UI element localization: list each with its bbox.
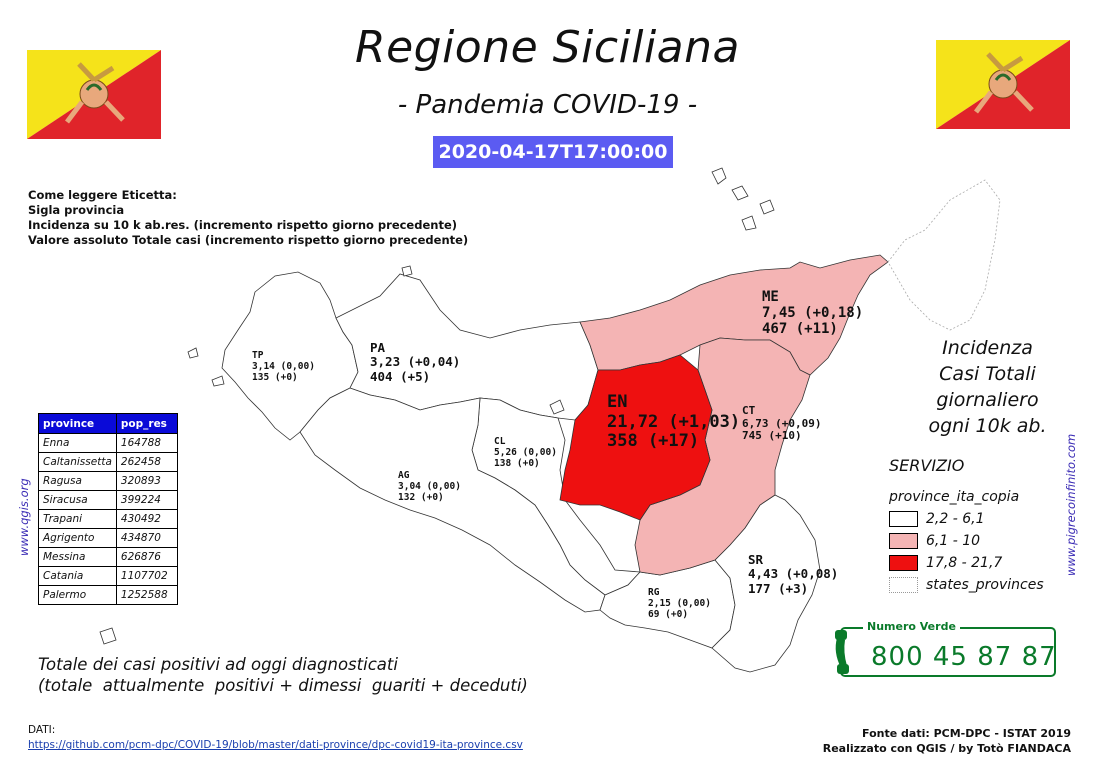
dati-link[interactable]: https://github.com/pcm-dpc/COVID-19/blob… [28, 739, 523, 751]
reading-guide-line: Sigla provincia [28, 203, 125, 217]
egadi-island [549, 399, 565, 415]
numero-verde-number: 800 45 87 87 [871, 642, 1057, 672]
label-cl: CL 5,26 (0,00) 138 (+0) [494, 436, 557, 469]
province-ag [299, 387, 606, 613]
qgis-credit-text: www.qgis.org [17, 478, 31, 556]
legend-service-title: SERVIZIO [889, 456, 965, 475]
table-row: Agrigento 434870 [38, 528, 178, 548]
reading-guide: Come leggere Eticetta: Sigla provincia I… [28, 188, 468, 248]
egadi-island [211, 375, 225, 387]
incidence-legend-title: Incidenza Casi Totali giornaliero ogni 1… [928, 337, 1047, 437]
date-badge: 2020-04-17T17:00:00 [433, 136, 673, 168]
legend-swatch [889, 577, 918, 593]
reading-guide-line: Incidenza su 10 k ab.res. (incremento ri… [28, 218, 458, 232]
table-row: Catania 1107702 [38, 566, 178, 586]
qgis-credit[interactable]: www.qgis.org [14, 460, 34, 560]
table-row: Messina 626876 [38, 547, 178, 567]
fonte-credits: Fonte dati: PCM-DPC - ISTAT 2019 Realizz… [822, 727, 1071, 755]
map-legend: province_ita_copia 2,2 - 6,1 6,1 - 10 17… [889, 486, 1044, 596]
legend-class: states_provinces [889, 574, 1044, 596]
table-row: Enna 164788 [38, 433, 178, 453]
totale-note: Totale dei casi positivi ad oggi diagnos… [38, 655, 528, 695]
page-title: Regione Siciliana [355, 22, 740, 73]
reading-guide-line: Valore assoluto Totale casi (incremento … [28, 233, 469, 247]
ustica-island [401, 265, 413, 277]
column-header: pop_res [115, 413, 178, 434]
province-en [559, 354, 713, 521]
legend-swatch [889, 511, 918, 527]
dati-label: DATI: [28, 724, 56, 736]
legend-class: 17,8 - 21,7 [889, 552, 1044, 574]
label-ct: CT 6,73 (+0,09) 745 (+10) [742, 404, 822, 443]
reading-guide-line: Come leggere Eticetta: [28, 188, 177, 202]
data-source-link-block: DATI: https://github.com/pcm-dpc/COVID-1… [28, 723, 523, 753]
phone-icon [835, 630, 849, 674]
population-table: province pop_res Enna 164788 Caltanissett… [38, 413, 178, 605]
legend-swatch [889, 555, 918, 571]
label-ag: AG 3,04 (0,00) 132 (+0) [398, 470, 461, 503]
table-row: Caltanissetta 262458 [38, 452, 178, 472]
pantelleria-island [99, 627, 117, 645]
column-header: province [38, 413, 117, 434]
table-row: Siracusa 399224 [38, 490, 178, 510]
pigreco-credit[interactable]: www.pigrecoinfinito.com [1060, 400, 1082, 580]
calabria-outline [887, 179, 1001, 331]
legend-layer-name: province_ita_copia [889, 489, 1020, 505]
table-header-row: province pop_res [38, 413, 178, 434]
label-tp: TP 3,14 (0,00) 135 (+0) [252, 350, 315, 383]
sicily-flag-left [27, 50, 161, 139]
pigreco-credit-text: www.pigrecoinfinito.com [1064, 434, 1078, 576]
legend-class: 6,1 - 10 [889, 530, 1044, 552]
numero-verde-label: Numero Verde [863, 620, 960, 633]
table-row: Trapani 430492 [38, 509, 178, 529]
legend-class: 2,2 - 6,1 [889, 508, 1044, 530]
label-pa: PA 3,23 (+0,04) 404 (+5) [370, 340, 461, 384]
sicily-flag-right [936, 40, 1070, 129]
label-sr: SR 4,43 (+0,08) 177 (+3) [748, 552, 839, 596]
aeolian-island [711, 167, 727, 185]
aeolian-island [741, 215, 757, 231]
legend-swatch [889, 533, 918, 549]
numero-verde-box[interactable]: Numero Verde 800 45 87 87 [833, 620, 1058, 678]
table-row: Ragusa 320893 [38, 471, 178, 491]
label-en: EN 21,72 (+1,03) 358 (+17) [607, 392, 741, 452]
egadi-island [187, 347, 199, 359]
aeolian-island [759, 199, 775, 215]
aeolian-island [731, 185, 749, 201]
label-me: ME 7,45 (+0,18) 467 (+11) [762, 289, 864, 338]
page-subtitle: - Pandemia COVID-19 - [397, 90, 698, 120]
label-rg: RG 2,15 (0,00) 69 (+0) [648, 587, 711, 620]
table-row: Palermo 1252588 [38, 585, 178, 605]
